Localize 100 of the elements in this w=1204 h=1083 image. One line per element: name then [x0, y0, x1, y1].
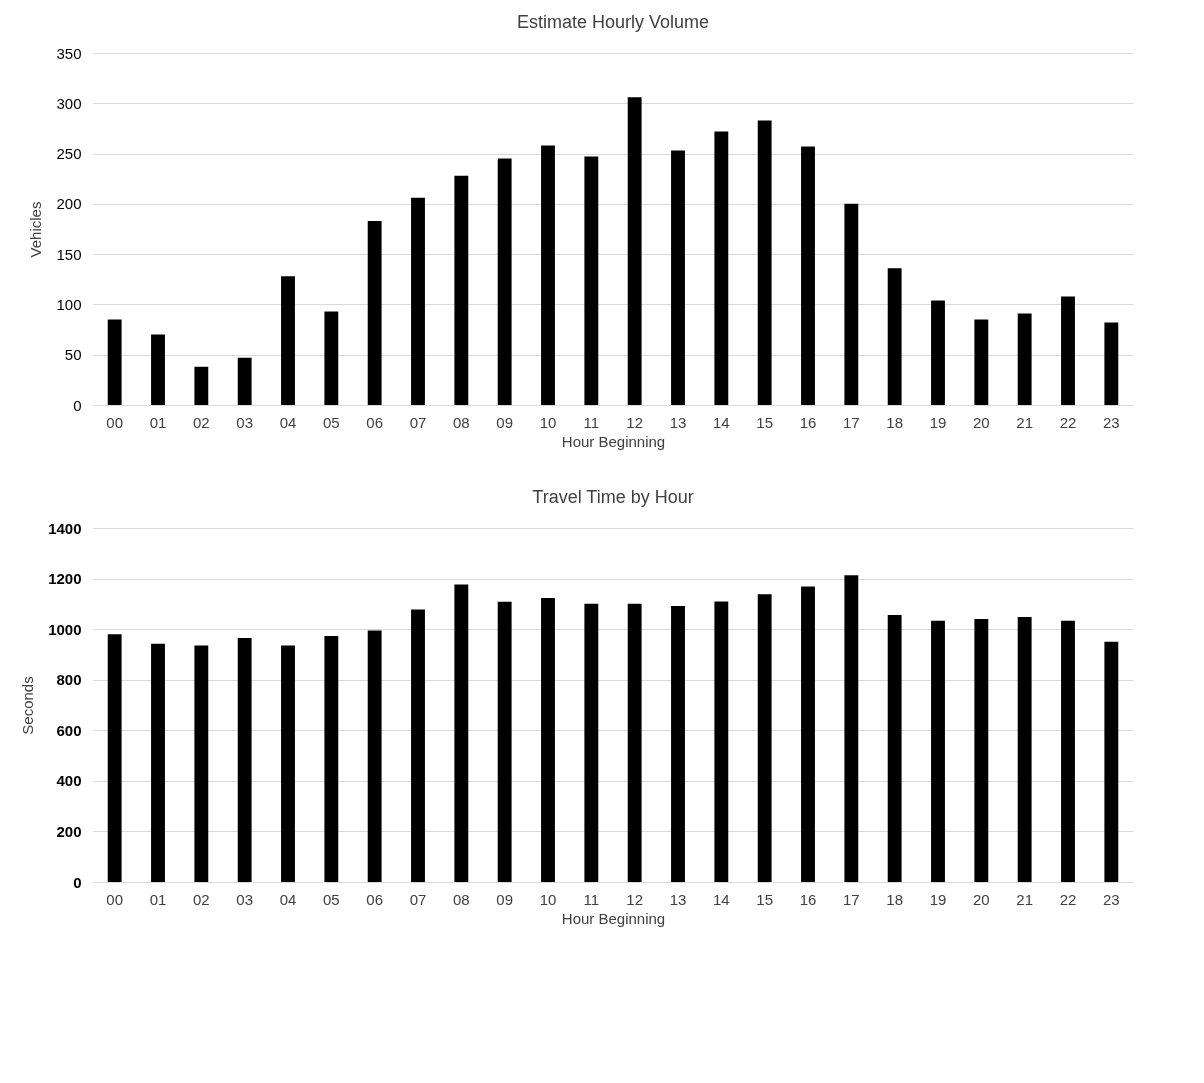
bar — [281, 645, 295, 882]
x-tick-label: 16 — [799, 890, 817, 908]
bar — [151, 334, 165, 405]
x-tick-label: 08 — [452, 413, 470, 431]
bar — [584, 156, 599, 405]
bar — [714, 601, 729, 882]
x-tick-label: 15 — [756, 413, 774, 431]
y-tick-label: 1000 — [48, 620, 82, 638]
x-tick-label: 13 — [669, 413, 687, 431]
x-tick-label: 15 — [756, 890, 774, 908]
y-tick-label: 800 — [56, 671, 82, 689]
bar — [107, 319, 122, 405]
x-tick-label: 23 — [1102, 413, 1120, 431]
y-tick-label: 0 — [73, 396, 82, 414]
x-tick-label: 07 — [409, 890, 427, 908]
y-tick-label: 150 — [56, 245, 82, 263]
bar — [974, 319, 989, 405]
x-tick-label: 20 — [972, 413, 990, 431]
bar — [454, 584, 469, 882]
bar — [194, 645, 209, 882]
x-tick-label: 13 — [669, 890, 687, 908]
x-tick-label: 00 — [106, 413, 124, 431]
x-tick-label: 03 — [236, 413, 254, 431]
x-tick-label: 17 — [842, 413, 860, 431]
x-tick-label: 10 — [539, 413, 557, 431]
x-tick-label: 18 — [886, 413, 904, 431]
bar — [1061, 296, 1075, 405]
x-tick-label: 19 — [929, 890, 947, 908]
x-tick-label: 07 — [409, 413, 427, 431]
x-tick-label: 06 — [366, 890, 384, 908]
y-tick-label: 600 — [56, 721, 82, 739]
bar — [974, 619, 989, 882]
bar — [931, 300, 945, 405]
bar — [411, 197, 425, 405]
bar — [584, 603, 599, 882]
y-tick-label: 50 — [64, 346, 82, 364]
bar — [324, 635, 339, 882]
y-axis-title: Seconds — [19, 676, 37, 735]
y-tick-label: 200 — [56, 822, 82, 840]
x-tick-label: 14 — [712, 413, 730, 431]
bar — [887, 614, 902, 882]
bar — [497, 601, 512, 882]
chart-title: Estimate Hourly Volume — [516, 12, 710, 32]
x-tick-label: 11 — [583, 413, 600, 431]
x-tick-label: 22 — [1059, 890, 1077, 908]
y-tick-label: 0 — [73, 873, 82, 891]
bar — [237, 357, 252, 405]
y-tick-label: 200 — [56, 195, 82, 213]
bar — [714, 131, 729, 405]
x-tick-label: 05 — [322, 413, 340, 431]
x-tick-label: 10 — [539, 890, 557, 908]
x-tick-label: 20 — [972, 890, 990, 908]
bar — [1104, 322, 1119, 405]
x-tick-label: 06 — [366, 413, 384, 431]
bar — [671, 150, 685, 405]
x-tick-label: 00 — [106, 890, 124, 908]
x-tick-label: 01 — [149, 413, 167, 431]
x-axis-title: Hour Beginning — [561, 909, 666, 927]
x-tick-label: 02 — [192, 413, 210, 431]
x-tick-label: 18 — [886, 890, 904, 908]
bar — [367, 630, 382, 882]
y-tick-label: 1200 — [48, 570, 82, 588]
bar — [541, 598, 555, 882]
bar — [454, 175, 469, 405]
x-tick-label: 21 — [1016, 890, 1034, 908]
bar — [627, 97, 642, 405]
x-axis-title: Hour Beginning — [561, 432, 666, 450]
x-tick-label: 08 — [452, 890, 470, 908]
bar — [671, 605, 685, 882]
bar — [844, 575, 859, 882]
y-tick-label: 350 — [56, 44, 82, 62]
x-tick-label: 23 — [1102, 890, 1120, 908]
chart-title: Travel Time by Hour — [532, 487, 694, 507]
x-tick-label: 01 — [149, 890, 167, 908]
bar — [801, 146, 815, 405]
bar — [497, 158, 512, 405]
x-tick-label: 02 — [192, 890, 210, 908]
bar — [1017, 617, 1032, 882]
x-tick-label: 03 — [236, 890, 254, 908]
bar — [757, 120, 772, 405]
x-tick-label: 22 — [1059, 413, 1077, 431]
bar — [1104, 641, 1119, 882]
x-tick-label: 09 — [496, 890, 514, 908]
x-tick-label: 12 — [626, 890, 644, 908]
x-tick-label: 04 — [279, 890, 297, 908]
y-tick-label: 250 — [56, 145, 82, 163]
bar — [411, 609, 425, 882]
y-tick-label: 1400 — [48, 519, 82, 537]
y-axis-title: Vehicles — [27, 201, 45, 258]
bar — [541, 145, 555, 405]
x-tick-label: 19 — [929, 413, 947, 431]
bar — [801, 586, 815, 882]
x-tick-label: 04 — [279, 413, 297, 431]
bar — [931, 620, 945, 882]
bar — [107, 634, 122, 882]
bar — [151, 643, 165, 882]
y-tick-label: 300 — [56, 94, 82, 112]
x-tick-label: 16 — [799, 413, 817, 431]
x-tick-label: 11 — [583, 890, 600, 908]
bar — [757, 594, 772, 882]
